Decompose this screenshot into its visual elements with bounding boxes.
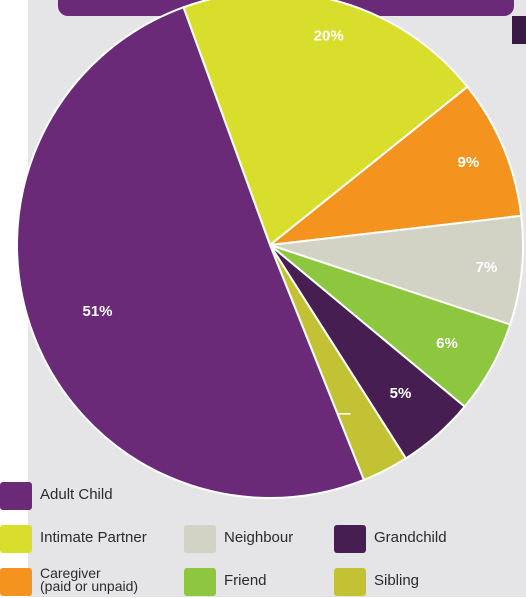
- banner-fold: [512, 16, 526, 44]
- legend-swatch: [184, 568, 216, 596]
- slice-label: 20%: [314, 28, 344, 45]
- legend-swatch: [0, 568, 32, 596]
- legend-label: Caregiver (paid or unpaid): [40, 565, 139, 594]
- legend-label: Neighbour: [224, 529, 294, 546]
- slice-label: 7%: [476, 259, 498, 276]
- legend-swatch: [184, 525, 216, 553]
- pie-slice-adult: [16, 5, 366, 499]
- pie-slice-caregiver: [266, 85, 523, 247]
- legend-swatch: [0, 525, 32, 553]
- legend-label: Friend: [224, 572, 267, 589]
- legend-label: Sibling: [374, 572, 420, 589]
- pie-slice-intimate: [182, 0, 469, 247]
- legend-label: Intimate Partner: [40, 529, 147, 546]
- legend-label: Grandchild: [374, 529, 447, 546]
- legend-swatch: [334, 568, 366, 596]
- slice-label: 9%: [458, 154, 480, 171]
- legend-swatch: [334, 525, 366, 553]
- slice-label: 51%: [82, 303, 112, 320]
- legend-swatch: [0, 482, 32, 510]
- slice-label: 5%: [390, 385, 412, 402]
- legend-label: Adult Child: [40, 486, 113, 503]
- slice-label: 6%: [436, 335, 458, 352]
- pie-slice-neighbour: [269, 214, 524, 326]
